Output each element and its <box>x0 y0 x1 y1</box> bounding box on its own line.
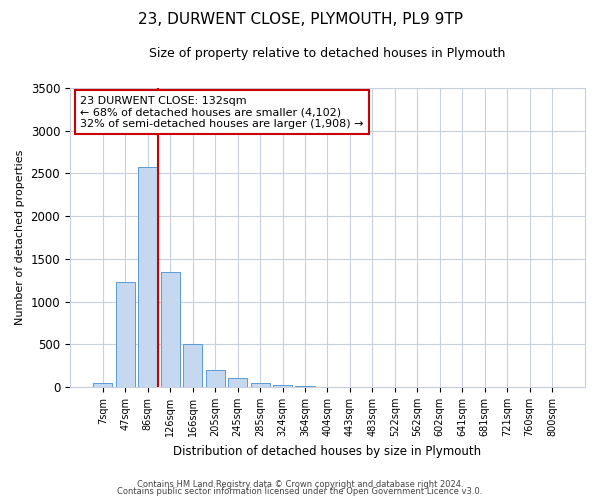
Bar <box>183 344 202 387</box>
Bar <box>116 282 135 387</box>
Bar <box>295 386 314 387</box>
Bar <box>228 378 247 387</box>
X-axis label: Distribution of detached houses by size in Plymouth: Distribution of detached houses by size … <box>173 444 482 458</box>
Bar <box>94 382 112 387</box>
Text: Contains public sector information licensed under the Open Government Licence v3: Contains public sector information licen… <box>118 487 482 496</box>
Bar <box>161 272 180 387</box>
Text: Contains HM Land Registry data © Crown copyright and database right 2024.: Contains HM Land Registry data © Crown c… <box>137 480 463 489</box>
Text: 23, DURWENT CLOSE, PLYMOUTH, PL9 9TP: 23, DURWENT CLOSE, PLYMOUTH, PL9 9TP <box>137 12 463 28</box>
Bar <box>251 383 269 387</box>
Y-axis label: Number of detached properties: Number of detached properties <box>15 150 25 325</box>
Title: Size of property relative to detached houses in Plymouth: Size of property relative to detached ho… <box>149 48 506 60</box>
Bar <box>138 166 157 387</box>
Text: 23 DURWENT CLOSE: 132sqm
← 68% of detached houses are smaller (4,102)
32% of sem: 23 DURWENT CLOSE: 132sqm ← 68% of detach… <box>80 96 364 128</box>
Bar <box>273 385 292 387</box>
Bar <box>206 370 225 387</box>
